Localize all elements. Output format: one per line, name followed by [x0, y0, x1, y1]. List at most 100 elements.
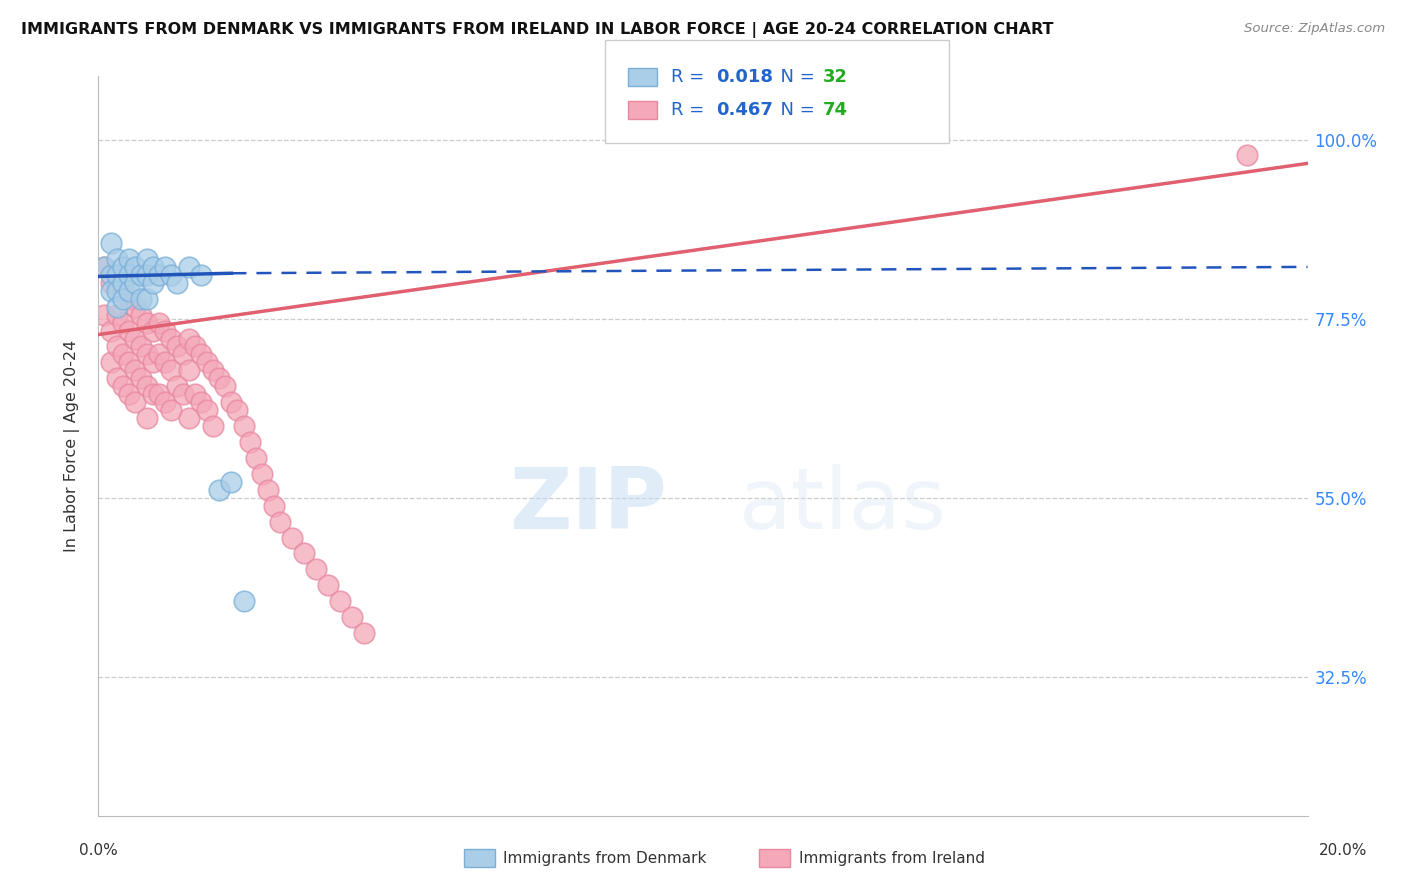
Point	[100, 284, 122, 298]
Point	[142, 324, 165, 338]
Text: 0.0%: 0.0%	[79, 843, 118, 858]
Point	[208, 371, 231, 385]
Point	[100, 268, 122, 282]
Point	[148, 268, 170, 282]
Point	[202, 419, 225, 434]
Point	[105, 300, 128, 314]
Point	[100, 324, 122, 338]
Text: 0.467: 0.467	[716, 101, 772, 120]
Point	[179, 363, 201, 377]
Point	[100, 276, 122, 290]
Point	[135, 316, 157, 330]
Point	[202, 363, 225, 377]
Point	[135, 347, 157, 361]
Point	[184, 387, 207, 401]
Text: Source: ZipAtlas.com: Source: ZipAtlas.com	[1244, 22, 1385, 36]
Point	[179, 332, 201, 346]
Point	[135, 411, 157, 425]
Point	[105, 252, 128, 266]
Point	[93, 308, 115, 322]
Point	[118, 324, 141, 338]
Point	[179, 411, 201, 425]
Text: N =: N =	[769, 101, 821, 120]
Point	[250, 467, 273, 481]
Point	[342, 610, 364, 624]
Point	[153, 355, 176, 369]
Point	[105, 276, 128, 290]
Point	[281, 531, 304, 545]
Point	[226, 403, 249, 417]
Point	[124, 332, 146, 346]
Point	[172, 387, 194, 401]
Point	[160, 403, 183, 417]
Point	[184, 339, 207, 353]
Point	[105, 308, 128, 322]
Point	[142, 276, 165, 290]
Text: 20.0%: 20.0%	[1319, 843, 1367, 858]
Point	[135, 292, 157, 306]
Point	[232, 419, 254, 434]
Point	[1236, 148, 1258, 162]
Point	[111, 260, 134, 274]
Point	[329, 594, 352, 608]
Point	[111, 276, 134, 290]
Point	[166, 339, 188, 353]
Point	[160, 268, 183, 282]
Point	[111, 347, 134, 361]
Point	[256, 483, 278, 497]
Point	[129, 339, 152, 353]
Point	[179, 260, 201, 274]
Point	[148, 347, 170, 361]
Point	[124, 395, 146, 409]
Point	[111, 284, 134, 298]
Text: 32: 32	[823, 69, 848, 87]
Point	[105, 268, 128, 282]
Point	[118, 268, 141, 282]
Point	[245, 450, 267, 465]
Text: ZIP: ZIP	[509, 464, 666, 547]
Point	[142, 387, 165, 401]
Point	[153, 324, 176, 338]
Point	[135, 268, 157, 282]
Point	[129, 268, 152, 282]
Point	[214, 379, 236, 393]
Text: R =: R =	[671, 101, 710, 120]
Text: 0.018: 0.018	[716, 69, 773, 87]
Point	[316, 578, 339, 592]
Point	[305, 562, 328, 576]
Point	[124, 300, 146, 314]
Point	[160, 332, 183, 346]
Point	[208, 483, 231, 497]
Point	[124, 260, 146, 274]
Point	[135, 252, 157, 266]
Point	[93, 260, 115, 274]
Point	[129, 292, 152, 306]
Point	[118, 284, 141, 298]
Point	[129, 371, 152, 385]
Point	[118, 355, 141, 369]
Point	[153, 260, 176, 274]
Point	[269, 515, 291, 529]
Point	[111, 316, 134, 330]
Point	[124, 363, 146, 377]
Point	[118, 252, 141, 266]
Point	[111, 379, 134, 393]
Text: 74: 74	[823, 101, 848, 120]
Text: atlas: atlas	[740, 464, 948, 547]
Point	[160, 363, 183, 377]
Point	[148, 316, 170, 330]
Point	[292, 546, 315, 560]
Point	[195, 403, 218, 417]
Point	[172, 347, 194, 361]
Point	[221, 475, 243, 489]
Point	[105, 371, 128, 385]
Point	[129, 308, 152, 322]
Point	[118, 387, 141, 401]
Point	[153, 395, 176, 409]
Point	[142, 355, 165, 369]
Point	[111, 292, 134, 306]
Point	[118, 292, 141, 306]
Point	[100, 235, 122, 250]
Point	[263, 499, 285, 513]
Point	[190, 268, 212, 282]
